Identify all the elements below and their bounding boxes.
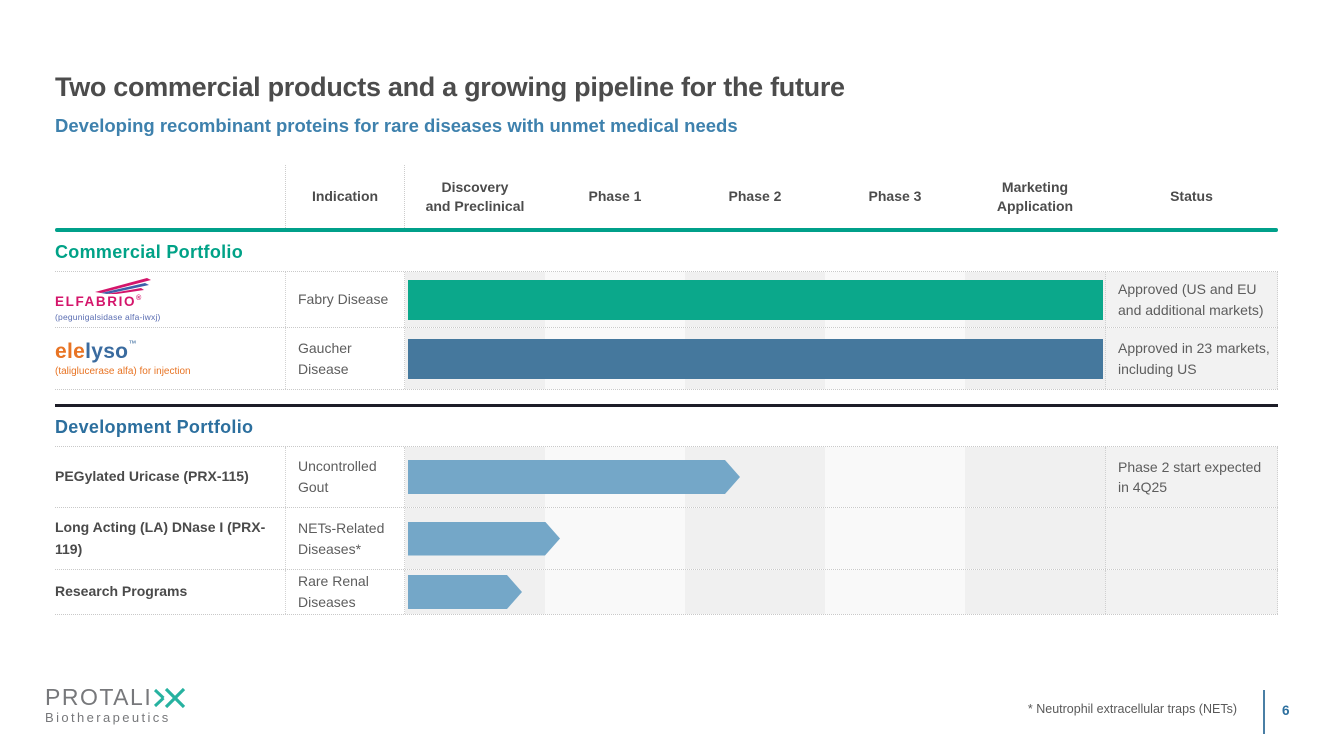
phase-progress-bar <box>408 522 560 556</box>
phase-column-band <box>965 508 1105 569</box>
phase-progress-bar <box>408 460 740 494</box>
phase-progress-bar <box>408 338 1103 379</box>
elfabrio-brand-text: ELFABRIO® <box>55 294 142 310</box>
development-portfolio-section: Development Portfolio PEGylated Uricase … <box>55 407 1278 615</box>
protalix-logo-subtext: Biotherapeutics <box>45 710 171 725</box>
elelyso-generic-name: (taliglucerase alfa) for injection <box>55 366 191 378</box>
product-logo-elelyso: elelyso™ (taliglucerase alfa) for inject… <box>55 328 285 389</box>
registered-mark: ® <box>136 295 142 303</box>
header-indication: Indication <box>285 165 405 228</box>
phase-column-band <box>685 570 825 614</box>
phase-progress-bar <box>408 279 1103 320</box>
page-number: 6 <box>1282 703 1290 718</box>
phase-track <box>405 508 1105 569</box>
page-number-divider <box>1263 690 1265 734</box>
commercial-portfolio-label: Commercial Portfolio <box>55 242 244 262</box>
phase-track <box>405 447 1105 507</box>
development-portfolio-label: Development Portfolio <box>55 417 254 437</box>
header-phase-1: Phase 1 <box>588 188 642 205</box>
status-cell: Phase 2 start expected in 4Q25 <box>1105 447 1278 507</box>
header-product-column <box>55 165 285 228</box>
indication-cell: Gaucher Disease <box>285 328 405 389</box>
indication-cell: Fabry Disease <box>285 272 405 327</box>
phase-column-band <box>825 447 965 507</box>
indication-cell: NETs-Related Diseases* <box>285 508 405 569</box>
indication-cell: Rare Renal Diseases <box>285 570 405 614</box>
phase-track <box>405 272 1105 327</box>
header-phase-3: Phase 3 <box>868 188 922 205</box>
section-divider-rule <box>55 404 1278 407</box>
phase-column-band <box>965 447 1105 507</box>
phase-column-band <box>825 508 965 569</box>
header-discovery-preclinical: Discovery and Preclinical <box>425 178 525 214</box>
header-divider-rule <box>55 228 1278 232</box>
header-marketing-application: Marketing Application <box>996 178 1074 214</box>
indication-cell: Uncontrolled Gout <box>285 447 405 507</box>
pipeline-table: Indication Discovery and Preclinical Pha… <box>55 165 1278 615</box>
status-cell <box>1105 508 1278 569</box>
program-name-cell: Research Programs <box>55 583 188 600</box>
status-cell <box>1105 570 1278 614</box>
header-phase-2: Phase 2 <box>728 188 782 205</box>
phase-column-band <box>545 508 685 569</box>
program-name-cell: PEGylated Uricase (PRX-115) <box>55 468 249 485</box>
product-logo-elfabrio: ELFABRIO® (pegunigalsidase alfa-iwxj) <box>55 272 285 327</box>
page-title: Two commercial products and a growing pi… <box>55 72 845 102</box>
pipeline-row-research: Research Programs Rare Renal Diseases <box>55 569 1278 615</box>
pipeline-row-prx119: Long Acting (LA) DNase I (PRX-119) NETs-… <box>55 507 1278 569</box>
page-subtitle: Developing recombinant proteins for rare… <box>55 115 738 136</box>
phase-column-band <box>825 570 965 614</box>
footnote: * Neutrophil extracellular traps (NETs) <box>1027 702 1237 716</box>
protalix-logo-text: PROTALI <box>45 684 153 710</box>
status-cell: Approved (US and EU and additional marke… <box>1105 272 1278 327</box>
program-name-cell: Long Acting (LA) DNase I (PRX-119) <box>55 518 266 557</box>
phase-column-band <box>965 570 1105 614</box>
table-header-row: Indication Discovery and Preclinical Pha… <box>55 165 1278 228</box>
trademark-mark: ™ <box>128 338 137 348</box>
phase-column-band <box>545 570 685 614</box>
phase-progress-bar <box>408 575 522 609</box>
commercial-portfolio-section: Commercial Portfolio ELFABRIO® (peguniga… <box>55 232 1278 390</box>
pipeline-row-elfabrio: ELFABRIO® (pegunigalsidase alfa-iwxj) Fa… <box>55 271 1278 327</box>
phase-track <box>405 570 1105 614</box>
pipeline-row-prx115: PEGylated Uricase (PRX-115) Uncontrolled… <box>55 446 1278 507</box>
elelyso-brand-text: elelyso™ <box>55 338 137 363</box>
protalix-x-icon <box>154 687 186 709</box>
elfabrio-generic-name: (pegunigalsidase alfa-iwxj) <box>55 311 161 322</box>
phase-track <box>405 328 1105 389</box>
protalix-logo: PROTALI Biotherapeutics <box>45 686 187 725</box>
phase-column-band <box>685 508 825 569</box>
elfabrio-wing-icon <box>95 278 151 295</box>
status-cell: Approved in 23 markets, including US <box>1105 328 1278 389</box>
header-status: Status <box>1170 188 1213 205</box>
pipeline-row-elelyso: elelyso™ (taliglucerase alfa) for inject… <box>55 327 1278 390</box>
